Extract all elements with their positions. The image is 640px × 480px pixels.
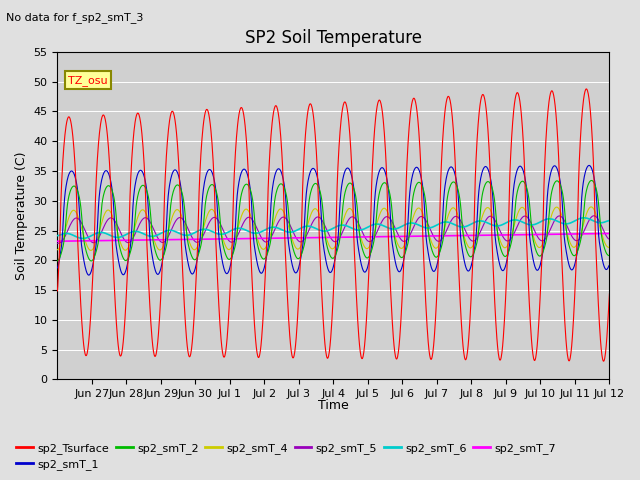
Text: No data for f_sp2_smT_3: No data for f_sp2_smT_3 xyxy=(6,12,144,23)
Y-axis label: Soil Temperature (C): Soil Temperature (C) xyxy=(15,151,28,280)
Text: TZ_osu: TZ_osu xyxy=(68,75,108,85)
Legend: sp2_Tsurface, sp2_smT_1, sp2_smT_2, sp2_smT_4, sp2_smT_5, sp2_smT_6, sp2_smT_7: sp2_Tsurface, sp2_smT_1, sp2_smT_2, sp2_… xyxy=(12,438,561,474)
Title: SP2 Soil Temperature: SP2 Soil Temperature xyxy=(245,29,422,48)
X-axis label: Time: Time xyxy=(318,399,349,412)
